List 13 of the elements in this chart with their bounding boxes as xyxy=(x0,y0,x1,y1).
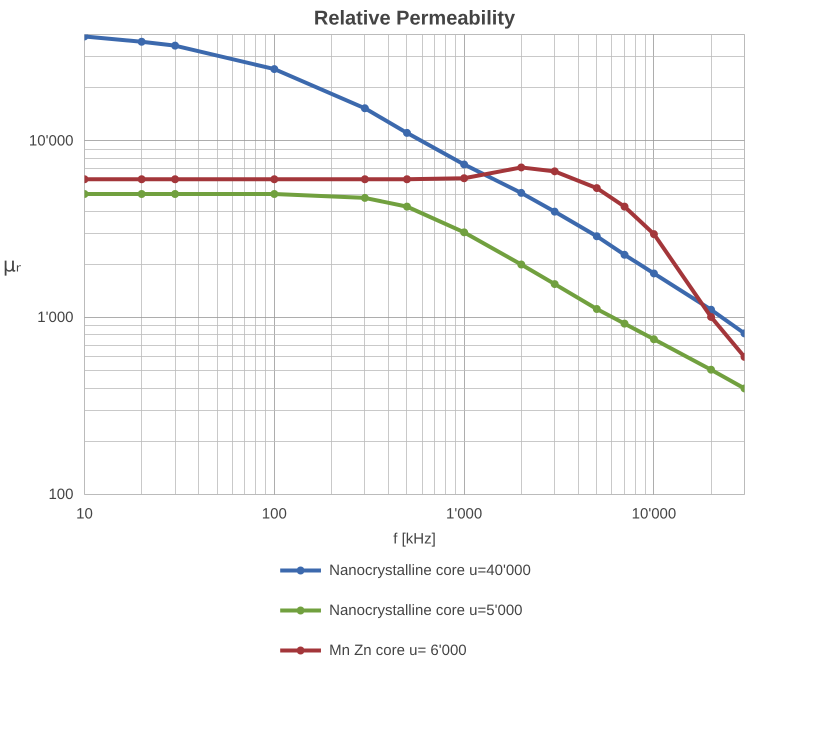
y-axis-title: μᵣ xyxy=(3,252,22,276)
x-tick-label: 1'000 xyxy=(446,506,482,522)
y-tick-label: 10'000 xyxy=(28,132,74,150)
y-tick-label: 1'000 xyxy=(37,309,74,326)
x-tick-label: 10 xyxy=(76,506,93,522)
legend-label: Nanocrystalline core u=40'000 xyxy=(329,562,531,579)
chart-title: Relative Permeability xyxy=(314,8,516,30)
x-tick-label: 100 xyxy=(262,506,287,522)
legend-label: Mn Zn core u= 6'000 xyxy=(329,642,467,659)
legend-label: Nanocrystalline core u=5'000 xyxy=(329,602,523,619)
y-tick-label: 100 xyxy=(48,486,74,503)
x-tick-label: 10'000 xyxy=(632,506,676,522)
x-axis-title: f [kHz] xyxy=(393,530,436,548)
